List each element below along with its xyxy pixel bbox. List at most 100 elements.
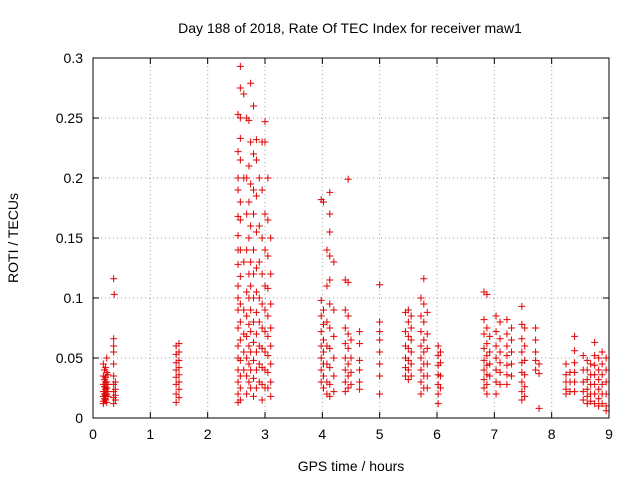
data-point <box>172 390 180 398</box>
data-point <box>595 385 603 393</box>
data-point <box>261 138 269 146</box>
x-axis-label: GPS time / hours <box>298 458 405 474</box>
data-point <box>234 390 242 398</box>
data-point <box>521 371 529 379</box>
data-point <box>496 368 504 376</box>
data-point <box>480 366 488 374</box>
x-axis-ticks: 0 1 2 3 4 5 6 7 8 9 <box>89 58 613 442</box>
data-point <box>252 192 260 200</box>
data-point <box>110 342 118 350</box>
data-point <box>591 361 599 369</box>
data-point <box>602 366 610 374</box>
data-point <box>420 348 428 356</box>
data-point <box>264 352 272 360</box>
data-point <box>319 348 327 356</box>
data-point <box>243 174 251 182</box>
data-point <box>341 324 349 332</box>
data-point <box>103 354 111 362</box>
data-point <box>417 354 425 362</box>
data-point <box>245 378 253 386</box>
data-point <box>323 282 331 290</box>
data-point <box>521 324 529 332</box>
data-points <box>99 62 610 415</box>
data-point <box>341 366 349 374</box>
data-point <box>518 335 526 343</box>
data-point <box>496 359 504 367</box>
data-point <box>319 306 327 314</box>
data-point <box>532 348 540 356</box>
data-point <box>175 371 183 379</box>
data-point <box>250 338 258 346</box>
data-point <box>535 404 543 412</box>
data-point <box>356 340 364 348</box>
data-point <box>317 296 325 304</box>
data-point <box>104 392 112 400</box>
data-point <box>423 344 431 352</box>
data-point <box>518 302 526 310</box>
data-point <box>579 352 587 360</box>
data-point <box>496 335 504 343</box>
data-point <box>258 186 266 194</box>
data-point <box>255 222 263 230</box>
data-point <box>591 390 599 398</box>
data-point <box>496 348 504 356</box>
data-point <box>417 390 425 398</box>
data-point <box>486 372 494 380</box>
data-point <box>240 306 248 314</box>
data-point <box>236 396 244 404</box>
x-tick-label: 3 <box>261 426 269 442</box>
data-point <box>571 332 579 340</box>
data-point <box>243 332 251 340</box>
data-point <box>245 116 253 124</box>
x-tick-label: 9 <box>605 426 613 442</box>
data-point <box>261 118 269 126</box>
data-point <box>436 348 444 356</box>
data-point <box>103 398 111 406</box>
data-point <box>356 328 364 336</box>
data-point <box>261 246 269 254</box>
data-point <box>255 360 263 368</box>
data-point <box>571 347 579 355</box>
data-point <box>261 306 269 314</box>
data-point <box>407 348 415 356</box>
data-point <box>518 348 526 356</box>
data-point <box>407 360 415 368</box>
data-point <box>110 335 118 343</box>
data-point <box>243 288 251 296</box>
data-point <box>503 371 511 379</box>
data-point <box>110 400 118 408</box>
data-point <box>571 359 579 367</box>
data-point <box>532 366 540 374</box>
data-point <box>434 380 442 388</box>
data-point <box>562 360 570 368</box>
data-point <box>480 330 488 338</box>
data-point <box>417 342 425 350</box>
data-point <box>326 188 334 196</box>
data-point <box>264 384 272 392</box>
x-tick-label: 2 <box>204 426 212 442</box>
data-point <box>376 390 384 398</box>
data-point <box>245 234 253 242</box>
data-point <box>423 308 431 316</box>
data-point <box>258 234 266 242</box>
data-point <box>252 366 260 374</box>
data-point <box>252 228 260 236</box>
data-point <box>344 360 352 368</box>
data-point <box>250 102 258 110</box>
data-point <box>111 378 119 386</box>
data-point <box>252 136 260 144</box>
data-point <box>102 364 110 372</box>
data-point <box>404 366 412 374</box>
data-point <box>344 175 352 183</box>
data-point <box>480 316 488 324</box>
data-point <box>571 378 579 386</box>
data-point <box>483 380 491 388</box>
data-point <box>317 328 325 336</box>
x-tick-label: 7 <box>490 426 498 442</box>
data-point <box>404 344 412 352</box>
data-point <box>252 288 260 296</box>
data-point <box>252 330 260 338</box>
data-point <box>258 270 266 278</box>
data-point <box>240 258 248 266</box>
data-point <box>486 348 494 356</box>
